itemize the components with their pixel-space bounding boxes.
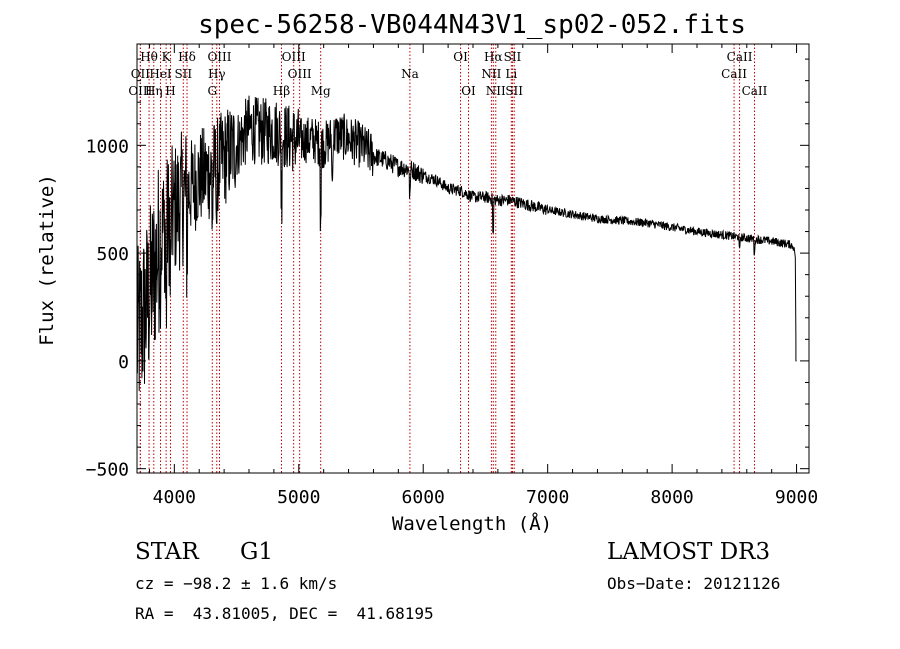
spectral-line-label: Hγ bbox=[208, 67, 226, 81]
spectral-line-label: OI bbox=[461, 84, 476, 98]
spectral-line-label: NII bbox=[481, 67, 501, 81]
spectral-line-label: Hβ bbox=[273, 84, 290, 98]
spectral-line-label: Hδ bbox=[178, 50, 196, 64]
spectral-line-label: SII bbox=[505, 84, 523, 98]
spectral-line-label: OIII bbox=[128, 84, 152, 98]
chart-title: spec-56258-VB044N43V1_sp02-052.fits bbox=[198, 10, 746, 40]
spectral-line-label: OI bbox=[453, 50, 468, 64]
spectral-line-label: CaII bbox=[742, 84, 768, 98]
spectral-line-label: SII bbox=[174, 67, 192, 81]
spectral-line-label: OII bbox=[131, 67, 151, 81]
spectral-line-label: Na bbox=[401, 67, 419, 81]
spectral-line-label: Mg bbox=[311, 84, 331, 98]
spectral-line-labels: Hθ OII OIII K H HeI Hη SII Hδ OIII Hγ G Hβ OIII OIII Mg… bbox=[128, 50, 767, 98]
y-axis-ticks: −500 0 500 1000 bbox=[86, 58, 809, 481]
spectral-line-label: CaII bbox=[721, 67, 747, 81]
spectral-line-label: Hθ bbox=[140, 50, 158, 64]
y-tick-label: 1000 bbox=[86, 136, 129, 157]
spectrum-series bbox=[136, 95, 797, 391]
spectral-line-label: HeI bbox=[149, 67, 172, 81]
spectral-line-label: OIII bbox=[282, 50, 306, 64]
x-tick-label: 7000 bbox=[526, 487, 569, 508]
spectral-line-label: K bbox=[162, 50, 172, 64]
y-axis-label: Flux (relative) bbox=[36, 174, 58, 346]
spectral-line-markers bbox=[139, 44, 755, 473]
x-tick-label: 8000 bbox=[650, 487, 693, 508]
object-subclass: G1 bbox=[240, 539, 274, 565]
y-tick-label: 500 bbox=[96, 244, 129, 265]
y-tick-label: −500 bbox=[86, 460, 129, 481]
spectral-line-label: OIII bbox=[288, 67, 312, 81]
spectral-line-label: Li bbox=[505, 67, 517, 81]
spectral-line-label: CaII bbox=[727, 50, 753, 64]
object-class: STAR bbox=[135, 539, 199, 565]
x-tick-label: 5000 bbox=[277, 487, 320, 508]
plot-frame bbox=[136, 43, 810, 474]
x-axis-ticks: 4000 5000 6000 7000 8000 9000 bbox=[148, 44, 818, 508]
x-tick-label: 9000 bbox=[775, 487, 818, 508]
survey-name: LAMOST DR3 bbox=[607, 539, 771, 565]
spectral-line-label: Hη bbox=[145, 84, 163, 98]
x-tick-label: 4000 bbox=[153, 487, 196, 508]
spectral-line-label: Hα bbox=[484, 50, 503, 64]
observation-date: Obs−Date: 20121126 bbox=[607, 574, 781, 593]
redshift-cz: cz = −98.2 ± 1.6 km/s bbox=[135, 574, 338, 593]
spectral-line-label: NII bbox=[486, 84, 506, 98]
spectral-line-label: G bbox=[207, 84, 217, 98]
spectral-line-label: H bbox=[165, 84, 175, 98]
x-tick-label: 6000 bbox=[402, 487, 445, 508]
sky-coordinates: RA = 43.81005, DEC = 41.68195 bbox=[135, 604, 434, 623]
spectral-line-label: OIII bbox=[207, 50, 231, 64]
spectral-line-label: SII bbox=[504, 50, 522, 64]
y-tick-label: 0 bbox=[118, 352, 129, 373]
x-axis-label: Wavelength (Å) bbox=[392, 512, 552, 535]
